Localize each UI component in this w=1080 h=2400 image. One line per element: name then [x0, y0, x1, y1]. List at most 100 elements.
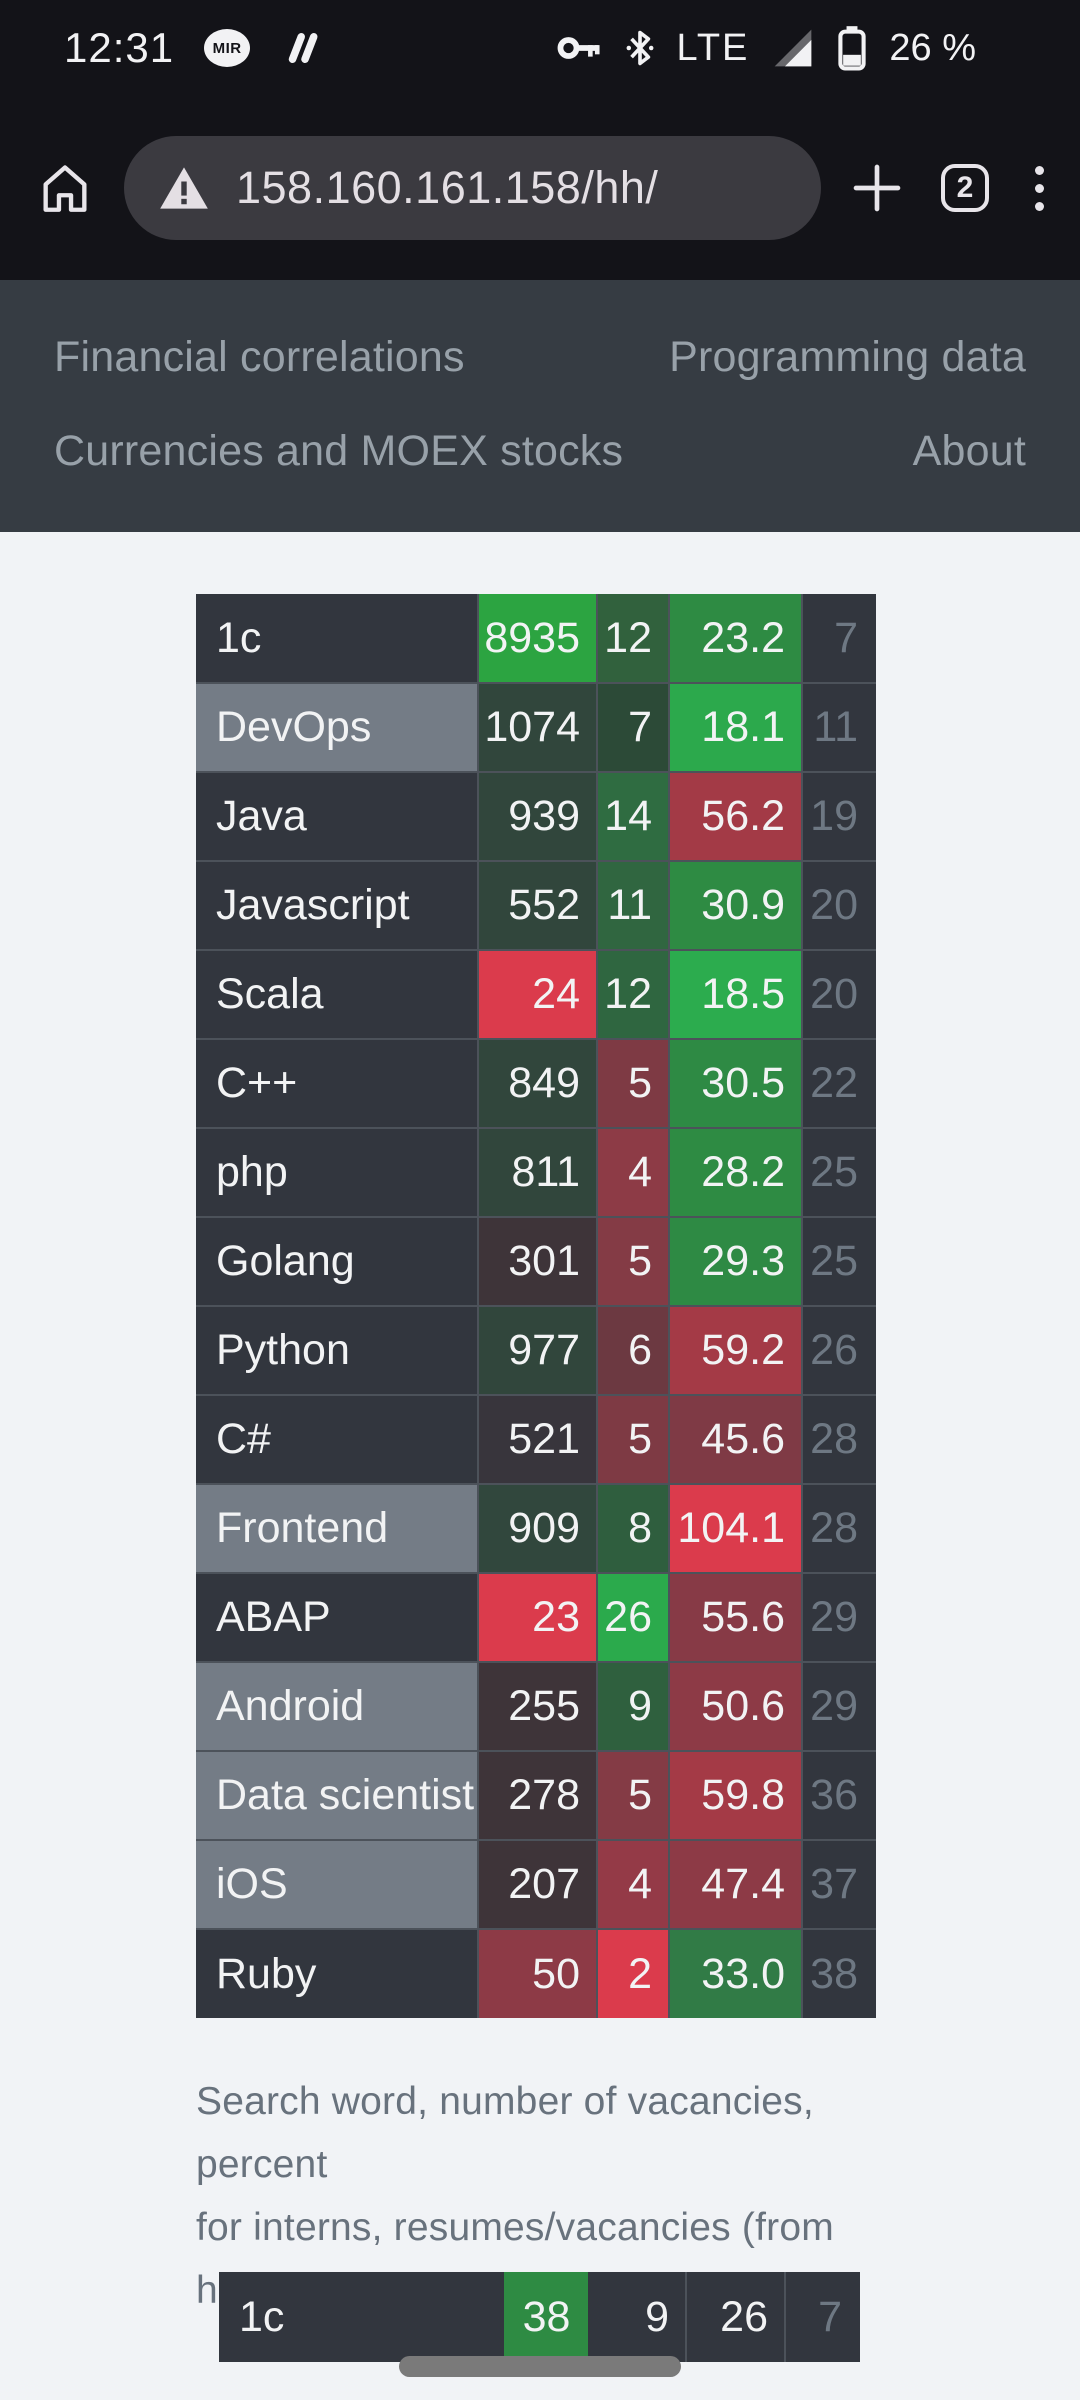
network-type-label: LTE — [676, 26, 750, 69]
table-row: C# 521 5 45.6 28 — [196, 1394, 876, 1485]
percent-cell: 45.6 — [668, 1394, 803, 1485]
search-word-cell: Java — [196, 771, 479, 862]
nav-link-currencies-moex[interactable]: Currencies and MOEX stocks — [54, 426, 624, 475]
resumes-cell: 19 — [801, 771, 876, 862]
search-word-cell: ABAP — [196, 1572, 479, 1663]
caption-line-1: Search word, number of vacancies, percen… — [196, 2080, 814, 2186]
resumes-cell: 38 — [801, 1928, 876, 2018]
search-word-cell: Frontend — [196, 1483, 479, 1574]
interns-cell: 12 — [596, 594, 670, 684]
percent-cell: 59.8 — [668, 1750, 803, 1841]
table-row: Data scientist 278 5 59.8 36 — [196, 1750, 876, 1841]
status-bar-right: LTE 26 % — [557, 24, 1017, 72]
resumes-cell: 29 — [801, 1661, 876, 1752]
table-row: Javascript 552 11 30.9 20 — [196, 860, 876, 951]
interns-cell: 7 — [596, 682, 670, 773]
interns-cell: 9 — [596, 1661, 670, 1752]
key-icon — [557, 37, 600, 59]
vacancies-cell: 909 — [477, 1483, 598, 1574]
tab-switcher-button[interactable]: 2 — [941, 164, 1029, 212]
menu-row-1: Financial correlations Programming data — [54, 310, 1026, 404]
gesture-navigation-handle[interactable] — [399, 2356, 681, 2377]
table-row: DevOps 1074 7 18.1 11 — [196, 682, 876, 773]
table-row: Ruby 50 2 33.0 38 — [196, 1928, 876, 2018]
interns-cell: 2 — [596, 1928, 670, 2018]
nav-link-about[interactable]: About — [912, 426, 1026, 475]
vacancies-cell: 38 — [504, 2272, 588, 2362]
signal-strength-icon — [775, 29, 812, 67]
resumes-cell: 20 — [801, 949, 876, 1040]
percent-cell: 55.6 — [668, 1572, 803, 1663]
status-bar-left: 12:31 MIR — [64, 24, 320, 72]
vacancies-table: 1c 8935 12 23.2 7 DevOps 1074 7 18.1 11 Java 939 14 5… — [196, 594, 876, 2018]
resumes-cell: 36 — [801, 1750, 876, 1841]
percent-cell: 18.5 — [668, 949, 803, 1040]
percent-cell: 26 — [685, 2272, 785, 2362]
interns-cell: 8 — [596, 1483, 670, 1574]
nav-link-programming-data[interactable]: Programming data — [669, 332, 1026, 381]
clock: 12:31 — [64, 24, 175, 71]
resumes-cell: 26 — [801, 1305, 876, 1396]
vacancies-cell: 50 — [477, 1928, 598, 2018]
interns-cell: 5 — [596, 1750, 670, 1841]
battery-icon — [838, 26, 867, 71]
interns-cell: 14 — [596, 771, 670, 862]
interns-cell: 9 — [588, 2272, 686, 2362]
bluetooth-icon — [626, 30, 653, 66]
table-row: 1c 8935 12 23.2 7 — [196, 594, 876, 684]
nav-link-financial-correlations[interactable]: Financial correlations — [54, 332, 465, 381]
url-text: 158.160.161.158/hh/ — [236, 162, 659, 213]
search-word-cell: iOS — [196, 1839, 479, 1930]
table-row: Python 977 6 59.2 26 — [196, 1305, 876, 1396]
interns-cell: 12 — [596, 949, 670, 1040]
resumes-table: 1c 38 9 26 7 — [219, 2272, 860, 2362]
vacancies-cell: 849 — [477, 1038, 598, 1129]
browser-menu-button[interactable] — [1029, 160, 1050, 217]
interns-cell: 5 — [596, 1038, 670, 1129]
vacancies-cell: 207 — [477, 1839, 598, 1930]
search-word-cell: 1c — [196, 594, 479, 684]
search-word-cell: Android — [196, 1661, 479, 1752]
table-row: ABAP 23 26 55.6 29 — [196, 1572, 876, 1663]
vacancies-cell: 278 — [477, 1750, 598, 1841]
search-word-cell: Data scientist — [196, 1750, 479, 1841]
resumes-cell: 11 — [801, 682, 876, 773]
interns-cell: 26 — [596, 1572, 670, 1663]
resumes-cell: 20 — [801, 860, 876, 951]
percent-cell: 56.2 — [668, 771, 803, 862]
search-word-cell: 1c — [219, 2272, 504, 2362]
site-nav-menu: Financial correlations Programming data … — [0, 280, 1080, 532]
percent-cell: 59.2 — [668, 1305, 803, 1396]
resumes-cell: 29 — [801, 1572, 876, 1663]
resumes-cell: 28 — [801, 1483, 876, 1574]
percent-cell: 30.5 — [668, 1038, 803, 1129]
search-word-cell: Scala — [196, 949, 479, 1040]
vacancies-cell: 521 — [477, 1394, 598, 1485]
interns-cell: 6 — [596, 1305, 670, 1396]
resumes-cell: 25 — [801, 1216, 876, 1307]
table-row: Scala 24 12 18.5 20 — [196, 949, 876, 1040]
percent-cell: 33.0 — [668, 1928, 803, 2018]
percent-cell: 30.9 — [668, 860, 803, 951]
table-row: Android 255 9 50.6 29 — [196, 1661, 876, 1752]
resumes-cell: 28 — [801, 1394, 876, 1485]
percent-cell: 50.6 — [668, 1661, 803, 1752]
menu-row-2: Currencies and MOEX stocks About — [54, 404, 1026, 498]
vacancies-cell: 301 — [477, 1216, 598, 1307]
home-button[interactable] — [36, 159, 94, 217]
new-tab-button[interactable] — [847, 160, 907, 216]
kebab-dot — [1035, 201, 1044, 211]
table-row: C++ 849 5 30.5 22 — [196, 1038, 876, 1129]
tab-count-badge: 2 — [941, 164, 989, 212]
search-word-cell: Javascript — [196, 860, 479, 951]
search-word-cell: DevOps — [196, 682, 479, 773]
interns-cell: 5 — [596, 1216, 670, 1307]
resumes-cell: 22 — [801, 1038, 876, 1129]
table-row: Golang 301 5 29.3 25 — [196, 1216, 876, 1307]
address-bar[interactable]: 158.160.161.158/hh/ — [124, 136, 821, 240]
stripes-notification-icon — [288, 33, 318, 63]
percent-cell: 29.3 — [668, 1216, 803, 1307]
interns-cell: 4 — [596, 1127, 670, 1218]
kebab-dot — [1035, 165, 1044, 175]
